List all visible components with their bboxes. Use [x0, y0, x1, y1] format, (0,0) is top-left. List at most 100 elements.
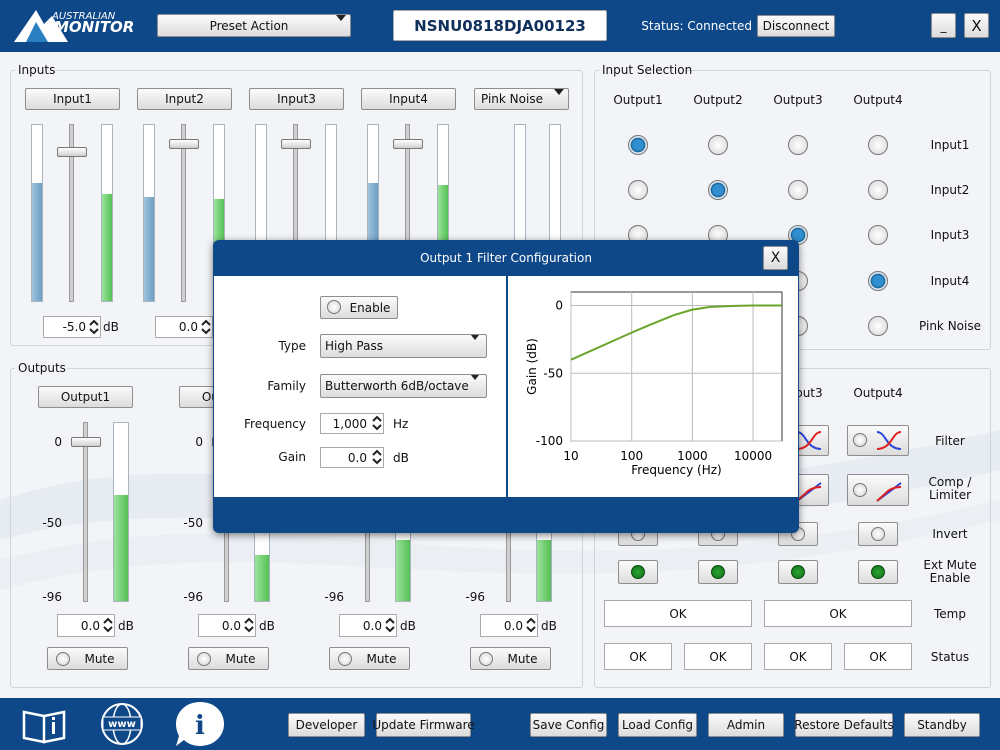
fader-knob[interactable] [71, 437, 101, 447]
fader-knob[interactable] [393, 139, 423, 149]
radio[interactable] [868, 225, 888, 245]
radio[interactable] [628, 135, 648, 155]
field-label: Family [267, 379, 306, 393]
field-label: Type [278, 339, 306, 353]
dropdown[interactable]: Pink Noise [474, 88, 569, 110]
ext-mute-button[interactable] [858, 560, 898, 584]
radio-button[interactable]: Mute [329, 647, 410, 670]
radio[interactable] [868, 135, 888, 155]
row-label: Input2 [930, 183, 970, 197]
radio-button[interactable]: Mute [47, 647, 128, 670]
manual-icon[interactable] [22, 710, 66, 744]
fader-knob[interactable] [57, 147, 87, 157]
spinbox[interactable]: 0.0 [339, 614, 397, 637]
radio[interactable] [788, 180, 808, 200]
radio-button[interactable]: Mute [470, 647, 551, 670]
fader-track [69, 124, 74, 302]
filter-button[interactable] [847, 425, 909, 456]
input-button[interactable]: Input1 [25, 88, 120, 110]
footer-button[interactable]: Restore Defaults [794, 713, 894, 737]
spinbox[interactable]: 0.0 [155, 316, 213, 338]
fader-knob[interactable] [281, 139, 311, 149]
scale-tick [347, 597, 353, 598]
spinbox[interactable]: 0.0 [198, 614, 256, 637]
row-label: Input3 [930, 228, 970, 242]
fader-track [181, 124, 186, 302]
spin-arrows [371, 448, 383, 467]
scale-tick [206, 523, 212, 524]
radio[interactable] [708, 135, 728, 155]
logo-text: AUSTRALIAN [51, 11, 116, 22]
status-box: OK [684, 643, 752, 670]
scale-tick [65, 523, 71, 524]
output-button[interactable]: Output1 [38, 386, 133, 408]
footer-button[interactable]: Admin [708, 713, 784, 737]
spinbox[interactable]: 0.0 [480, 614, 538, 637]
indicator [791, 565, 805, 579]
divider [506, 276, 508, 497]
comp-button[interactable] [847, 474, 909, 506]
radio-button[interactable]: Mute [188, 647, 269, 670]
spinbox[interactable]: -5.0 [43, 316, 101, 338]
spin-value: 1,000 [332, 416, 367, 431]
spinbox[interactable]: 0.0 [320, 447, 384, 468]
radio[interactable] [868, 271, 888, 291]
spin-arrows [88, 318, 100, 336]
serial-box: NSNU0818DJA00123 [393, 10, 607, 41]
ext-mute-button[interactable] [618, 560, 658, 584]
minimize-button[interactable]: _ [931, 13, 956, 38]
x-tick-label: 10 [563, 449, 578, 463]
dropdown-arrow [554, 89, 566, 109]
radio[interactable] [788, 135, 808, 155]
meter-level [537, 540, 551, 601]
radio-text: Mute [366, 651, 397, 666]
scale-label: -50 [183, 515, 203, 530]
column-header: Output4 [853, 386, 903, 400]
close-button[interactable]: X [964, 13, 989, 38]
dialog-body: Enable Type Family Frequency Gain High Pass Bu… [214, 276, 798, 497]
radio[interactable] [868, 180, 888, 200]
filter-icon [874, 428, 904, 453]
spinbox[interactable]: 0.0 [57, 614, 115, 637]
ext-mute-button[interactable] [778, 560, 818, 584]
spin-value: 0.0 [178, 320, 198, 334]
dropdown[interactable]: High Pass [320, 334, 487, 358]
radio [853, 483, 867, 497]
footer-button[interactable]: Update Firmware [372, 713, 475, 737]
column-header: Output2 [693, 93, 743, 107]
scale-label: -96 [183, 590, 203, 604]
info-icon[interactable]: i [176, 702, 224, 746]
row-label: Status [930, 649, 970, 664]
website-icon[interactable]: www [101, 703, 143, 745]
x-tick-label: 10000 [734, 449, 772, 463]
radio[interactable] [628, 180, 648, 200]
dialog-close[interactable]: X [763, 246, 788, 270]
meter-level [144, 197, 154, 301]
input-button[interactable]: Input2 [137, 88, 232, 110]
footer-button[interactable]: Save Config [530, 713, 607, 737]
footer-button[interactable]: Standby [904, 713, 980, 737]
temp-box: OK [764, 600, 912, 627]
radio [327, 300, 341, 314]
row-label: Input1 [930, 138, 970, 152]
meter-level [114, 495, 128, 601]
dropdown[interactable]: Butterworth 6dB/octave [320, 374, 487, 398]
spinbox[interactable]: 1,000 [320, 413, 384, 434]
dropdown-text: High Pass [325, 339, 383, 353]
ext-mute-button[interactable] [698, 560, 738, 584]
field-label: Frequency [244, 417, 306, 431]
footer-button[interactable]: Developer [288, 713, 365, 737]
input-button[interactable]: Input3 [249, 88, 344, 110]
input-button[interactable]: Input4 [361, 88, 456, 110]
footer-button[interactable]: Load Config [618, 713, 697, 737]
fader-knob[interactable] [169, 139, 199, 149]
disconnect-button[interactable]: Disconnect [757, 15, 835, 37]
radio[interactable] [868, 316, 888, 336]
dropdown[interactable]: Preset Action [157, 14, 351, 37]
radio[interactable] [708, 180, 728, 200]
enable-button[interactable]: Enable [320, 296, 398, 319]
invert-button[interactable] [858, 522, 898, 546]
dropdown-text: Pink Noise [481, 92, 543, 106]
x-axis-label: Frequency (Hz) [631, 463, 722, 477]
